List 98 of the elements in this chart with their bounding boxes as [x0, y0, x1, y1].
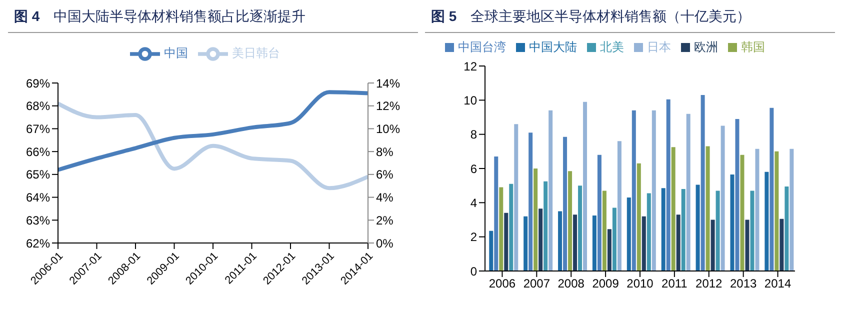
bar: [716, 190, 720, 271]
y-tick-label: 68%: [26, 99, 50, 114]
chart-title: 图 5 全球主要地区半导体材料销售额（十亿美元）: [431, 8, 751, 24]
bar: [735, 118, 740, 271]
legend-label: 中国大陆: [529, 40, 577, 54]
x-tick-label: 2008: [558, 276, 585, 291]
bar: [642, 216, 646, 271]
bar: [755, 148, 760, 271]
y-tick-label: 8: [470, 128, 478, 142]
bar: [563, 136, 568, 271]
x-tick-label: 2009: [592, 276, 620, 291]
y2-tick-label: 12%: [376, 99, 400, 114]
bar: [617, 141, 622, 271]
y2-tick-label: 4%: [376, 190, 394, 205]
bar: [696, 184, 700, 271]
bar: [671, 147, 676, 271]
bar: [636, 163, 641, 271]
bar: [612, 208, 616, 271]
legend-label: 美日韩台: [232, 46, 280, 60]
y-tick-label: 65%: [26, 168, 50, 182]
line-series: [56, 90, 370, 172]
bar: [681, 189, 686, 271]
bar: [745, 220, 750, 271]
bar: [770, 108, 774, 271]
legend-label: 中国: [164, 46, 188, 60]
chart-title: 图 4 中国大陆半导体材料销售额占比逐渐提升: [14, 8, 306, 24]
bar: [706, 146, 710, 271]
y-tick-label: 63%: [26, 213, 50, 228]
bar: [720, 126, 725, 271]
bar: [632, 110, 636, 271]
bar: [666, 99, 670, 271]
bar: [573, 214, 578, 271]
legend-label: 欧洲: [694, 40, 718, 54]
legend-label: 日本: [647, 40, 671, 54]
bar: [607, 229, 612, 271]
y-tick-label: 6: [470, 162, 478, 176]
y-tick-label: 69%: [26, 76, 50, 90]
bar: [626, 198, 631, 271]
bar: [790, 148, 794, 271]
bar: [700, 95, 705, 271]
bar: [534, 168, 538, 271]
bar: [583, 102, 588, 271]
bar: [602, 190, 606, 271]
bar: [597, 154, 602, 271]
y2-tick-label: 14%: [376, 76, 400, 90]
bar: [592, 215, 596, 271]
legend-label: 韩国: [741, 40, 765, 54]
bar: [784, 186, 789, 271]
bar: [652, 110, 656, 271]
bar: [524, 216, 528, 271]
bar: [499, 187, 504, 271]
bar: [780, 218, 784, 271]
bar: [568, 171, 572, 271]
y2-tick-label: 8%: [376, 144, 394, 159]
bar: [764, 172, 769, 271]
y-tick-label: 4: [470, 196, 478, 210]
bar: [686, 114, 690, 271]
line-series: [56, 102, 370, 190]
bar: [710, 220, 715, 271]
legend-label: 中国台湾: [458, 40, 506, 54]
x-tick-label: 2014: [764, 276, 792, 291]
bar: [489, 230, 494, 271]
x-tick-label: 2007: [523, 276, 550, 291]
bar: [528, 132, 533, 271]
bar: [774, 151, 779, 271]
x-tick-label: 2010: [626, 276, 654, 291]
y-tick-label: 2: [470, 230, 478, 244]
bar: [578, 186, 582, 271]
legend-label: 北美: [600, 40, 624, 54]
y2-tick-label: 10%: [376, 122, 400, 136]
bar: [544, 181, 548, 271]
y2-tick-label: 2%: [376, 213, 394, 228]
x-tick-label: 2011: [662, 276, 688, 291]
bar: [558, 211, 562, 271]
y2-tick-label: 6%: [376, 168, 394, 182]
y-tick-label: 10: [464, 93, 478, 108]
y-tick-label: 67%: [26, 122, 50, 136]
bar: [646, 193, 651, 271]
bar: [740, 154, 744, 271]
bar: [494, 156, 498, 271]
y2-tick-label: 0%: [376, 236, 394, 250]
x-tick-label: 2006: [488, 276, 516, 291]
bar: [730, 174, 734, 271]
bar: [548, 110, 553, 271]
y-tick-label: 62%: [26, 236, 50, 250]
bar: [504, 212, 508, 271]
x-tick-label: 2012: [696, 276, 723, 291]
bar: [750, 190, 754, 271]
y-tick-label: 0: [470, 264, 478, 278]
bar: [538, 208, 543, 271]
bar: [676, 214, 680, 271]
y-tick-label: 12: [464, 59, 478, 74]
y-tick-label: 64%: [26, 190, 50, 205]
bar: [514, 124, 518, 271]
x-tick-label: 2013: [730, 276, 758, 291]
y-tick-label: 66%: [26, 144, 50, 159]
bar: [509, 184, 514, 271]
bar: [661, 188, 666, 271]
